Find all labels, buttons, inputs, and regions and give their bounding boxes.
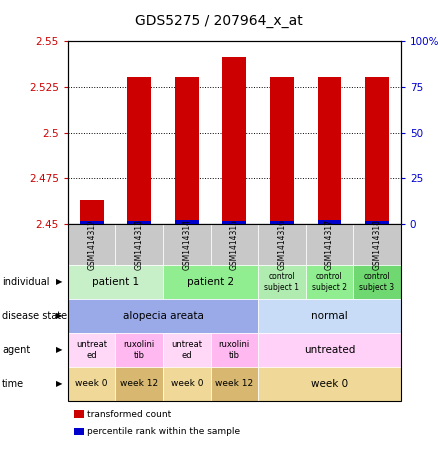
Text: ▶: ▶	[56, 278, 62, 286]
Bar	[318, 220, 341, 224]
Text: GSM1414315: GSM1414315	[230, 219, 239, 270]
Text: week 12: week 12	[120, 380, 158, 388]
Text: alopecia areata: alopecia areata	[123, 311, 203, 321]
Bar	[127, 77, 151, 224]
Bar	[223, 57, 246, 224]
Text: control
subject 1: control subject 1	[265, 272, 300, 292]
Bar	[365, 221, 389, 224]
Bar	[80, 221, 103, 224]
Text: patient 1: patient 1	[92, 277, 139, 287]
Text: GSM1414314: GSM1414314	[182, 219, 191, 270]
Bar	[127, 221, 151, 224]
Text: GDS5275 / 207964_x_at: GDS5275 / 207964_x_at	[135, 14, 303, 28]
Text: GSM1414312: GSM1414312	[87, 219, 96, 270]
Text: agent: agent	[2, 345, 30, 355]
Bar	[80, 200, 103, 224]
Text: ruxolini
tib: ruxolini tib	[124, 340, 155, 360]
Bar	[318, 77, 341, 224]
Text: GSM1414316: GSM1414316	[277, 219, 286, 270]
Bar	[270, 221, 294, 224]
Text: individual: individual	[2, 277, 49, 287]
Text: ruxolini
tib: ruxolini tib	[219, 340, 250, 360]
Text: patient 2: patient 2	[187, 277, 234, 287]
Text: time: time	[2, 379, 25, 389]
Bar	[270, 77, 294, 224]
Text: untreated: untreated	[304, 345, 355, 355]
Text: GSM1414317: GSM1414317	[325, 219, 334, 270]
Text: week 12: week 12	[215, 380, 254, 388]
Text: ▶: ▶	[56, 380, 62, 388]
Text: week 0: week 0	[170, 380, 203, 388]
Text: normal: normal	[311, 311, 348, 321]
Text: GSM1414318: GSM1414318	[372, 219, 381, 270]
Text: control
subject 3: control subject 3	[360, 272, 395, 292]
Bar	[223, 221, 246, 224]
Text: ▶: ▶	[56, 312, 62, 320]
Text: untreat
ed: untreat ed	[76, 340, 107, 360]
Text: GSM1414313: GSM1414313	[135, 219, 144, 270]
Bar	[365, 77, 389, 224]
Text: control
subject 2: control subject 2	[312, 272, 347, 292]
Bar	[175, 220, 199, 224]
Text: ▶: ▶	[56, 346, 62, 354]
Text: week 0: week 0	[311, 379, 348, 389]
Text: percentile rank within the sample: percentile rank within the sample	[87, 427, 240, 436]
Bar	[175, 77, 199, 224]
Text: transformed count: transformed count	[87, 410, 171, 419]
Text: week 0: week 0	[75, 380, 108, 388]
Text: disease state: disease state	[2, 311, 67, 321]
Text: untreat
ed: untreat ed	[171, 340, 202, 360]
